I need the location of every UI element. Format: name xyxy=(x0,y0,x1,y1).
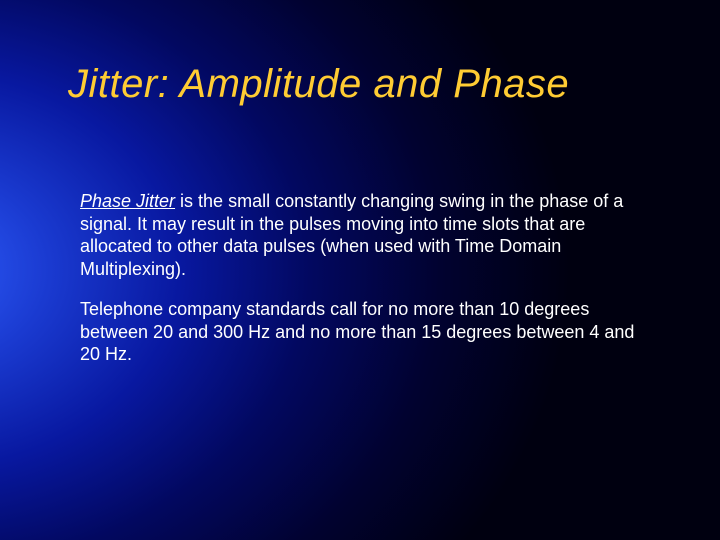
paragraph-text: Telephone company standards call for no … xyxy=(80,299,634,364)
lead-term: Phase Jitter xyxy=(80,191,175,211)
slide-title: Jitter: Amplitude and Phase xyxy=(68,62,569,107)
body-paragraph-1: Phase Jitter is the small constantly cha… xyxy=(80,190,640,280)
slide-body: Phase Jitter is the small constantly cha… xyxy=(80,190,640,384)
body-paragraph-2: Telephone company standards call for no … xyxy=(80,298,640,366)
slide: Jitter: Amplitude and Phase Phase Jitter… xyxy=(0,0,720,540)
